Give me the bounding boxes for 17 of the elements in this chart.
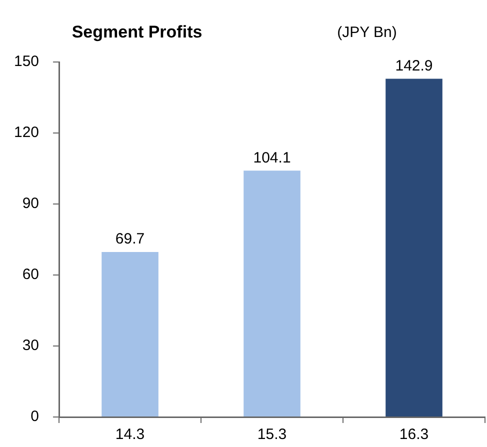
y-axis-title: (JPY Bn) — [337, 24, 397, 42]
y-tick-label: 0 — [30, 408, 40, 426]
chart-title: Segment Profits — [72, 22, 202, 42]
bar — [244, 170, 300, 416]
x-tick-label: 16.3 — [399, 426, 429, 444]
y-tick-label: 90 — [22, 195, 40, 212]
data-label: 142.9 — [395, 57, 433, 74]
bar — [386, 78, 442, 416]
data-label: 69.7 — [115, 230, 145, 248]
y-tick-label: 150 — [14, 53, 40, 70]
y-tick-label: 120 — [14, 124, 40, 142]
bar — [102, 252, 158, 416]
data-label: 104.1 — [253, 149, 291, 166]
y-tick-label: 30 — [22, 337, 40, 354]
y-tick-label: 60 — [22, 266, 40, 284]
x-tick-label: 15.3 — [257, 426, 287, 444]
x-tick-label: 14.3 — [115, 426, 145, 444]
